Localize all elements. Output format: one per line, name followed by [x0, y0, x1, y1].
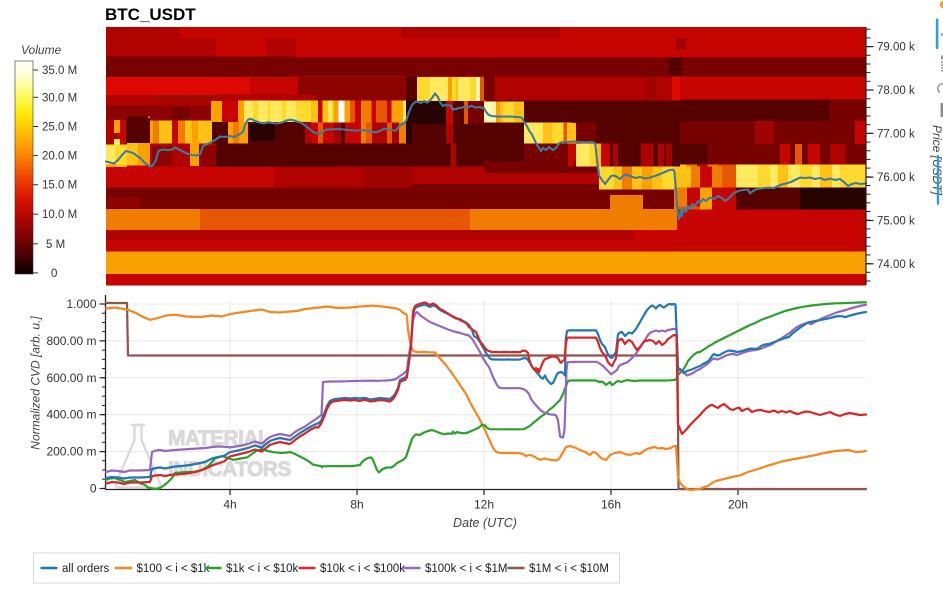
svg-text:0: 0 — [90, 482, 97, 496]
svg-text:$1M < i < $10M: $1M < i < $10M — [529, 563, 609, 575]
svg-text:12h: 12h — [474, 498, 494, 512]
svg-text:400.00 m: 400.00 m — [46, 408, 96, 422]
svg-text:1.000: 1.000 — [66, 297, 96, 311]
svg-text:10.0 M: 10.0 M — [42, 209, 77, 221]
svg-text:77.00 k: 77.00 k — [877, 128, 915, 140]
svg-text:800.00 m: 800.00 m — [46, 334, 96, 348]
svg-text:15.0 M: 15.0 M — [42, 180, 77, 192]
svg-text:16h: 16h — [601, 498, 621, 512]
svg-text:35.0 M: 35.0 M — [42, 65, 77, 77]
svg-text:INDICATORS: INDICATORS — [168, 458, 291, 481]
svg-text:79.00 k: 79.00 k — [877, 42, 915, 54]
svg-text:$10k < i < $100k: $10k < i < $100k — [320, 563, 405, 575]
svg-text:20h: 20h — [728, 498, 748, 512]
svg-text:$100 < i < $1k: $100 < i < $1k — [137, 563, 210, 575]
svg-text:78.00 k: 78.00 k — [877, 85, 915, 97]
svg-text:Price [USDT]: Price [USDT] — [930, 125, 943, 196]
svg-text:BTC_USDT: BTC_USDT — [105, 5, 196, 24]
svg-text:0: 0 — [51, 268, 57, 280]
svg-text:Volume: Volume — [21, 43, 62, 57]
svg-text:74.00 k: 74.00 k — [877, 259, 915, 271]
svg-text:all orders: all orders — [62, 563, 110, 575]
svg-text:75.00 k: 75.00 k — [877, 216, 915, 228]
svg-text:20.0 M: 20.0 M — [42, 151, 77, 163]
svg-text:600.00 m: 600.00 m — [46, 371, 96, 385]
svg-text:8h: 8h — [350, 498, 363, 512]
svg-text:$1k < i < $10k: $1k < i < $10k — [226, 563, 298, 575]
svg-text:30.0 M: 30.0 M — [42, 92, 77, 104]
svg-text:Date (UTC): Date (UTC) — [453, 516, 517, 530]
svg-text:76.00 k: 76.00 k — [877, 172, 915, 184]
svg-text:200.00 m: 200.00 m — [46, 445, 96, 459]
svg-text:5 M: 5 M — [46, 239, 65, 251]
svg-text:25.0 M: 25.0 M — [42, 122, 77, 134]
svg-text:$100k < i < $1M: $100k < i < $1M — [425, 563, 507, 575]
svg-text:Normalized CVD [arb. u.]: Normalized CVD [arb. u.] — [29, 316, 43, 450]
svg-text:4h: 4h — [223, 498, 236, 512]
